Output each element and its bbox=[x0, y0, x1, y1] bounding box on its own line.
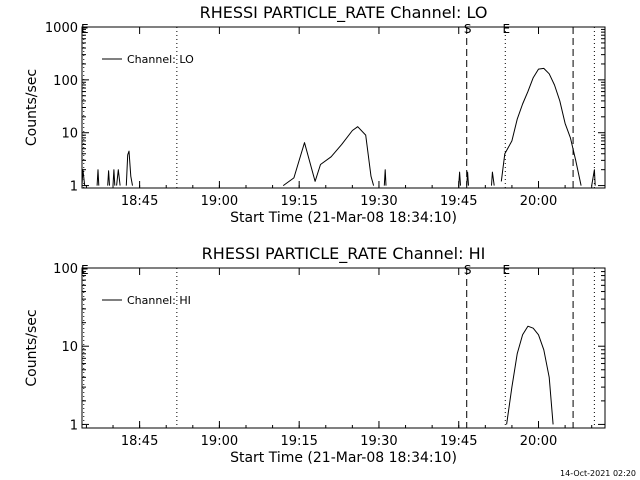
panel2-xtick-label: 19:15 bbox=[280, 434, 317, 449]
panel1-series-line bbox=[500, 67, 582, 186]
panel1-series-line bbox=[81, 169, 86, 186]
panel1-ytick-label: 1 bbox=[70, 180, 78, 195]
panel1-ytick-label: 100 bbox=[53, 74, 78, 89]
panel2-xtick-label: 19:45 bbox=[440, 434, 477, 449]
panel1-title: RHESSI PARTICLE_RATE Channel: LO bbox=[200, 3, 488, 23]
panel1-series-line bbox=[282, 126, 375, 187]
panel1-series-line bbox=[96, 169, 100, 186]
panel2-xtick-label: 18:45 bbox=[121, 434, 158, 449]
panel2-xtick-label: 20:00 bbox=[520, 434, 557, 449]
panel1-series-line bbox=[112, 169, 116, 186]
panel1-marker-label: S bbox=[464, 22, 472, 36]
panel2-title: RHESSI PARTICLE_RATE Channel: HI bbox=[202, 244, 486, 264]
panel2-legend-label: Channel: HI bbox=[127, 294, 191, 307]
panel1-xtick-label: 19:30 bbox=[360, 194, 397, 209]
panel1-series-line bbox=[591, 169, 596, 186]
panel1-series-line bbox=[125, 150, 133, 186]
panel1-xtick-label: 18:45 bbox=[121, 194, 158, 209]
panel2-marker-label: E bbox=[81, 263, 89, 277]
panel2-xtick-label: 19:00 bbox=[201, 434, 238, 449]
panel2-ytick-label: 1 bbox=[70, 418, 78, 433]
panel1-xtick-label: 19:15 bbox=[280, 194, 317, 209]
panel1-xtick-label: 19:00 bbox=[201, 194, 238, 209]
panel1-series-line bbox=[116, 169, 121, 186]
panel2-xtick-label: 19:30 bbox=[360, 434, 397, 449]
panel1-ylabel: Counts/sec bbox=[24, 69, 40, 146]
panel2-ytick-label: 100 bbox=[53, 262, 78, 277]
panel1-series-line bbox=[383, 169, 387, 186]
panel1-xtick-label: 20:00 bbox=[520, 194, 557, 209]
panel2-ytick-label: 10 bbox=[61, 340, 78, 355]
panel1-marker-label: E bbox=[81, 22, 89, 36]
timestamp-stamp: 14-Oct-2021 02:20 bbox=[560, 469, 636, 478]
panel2-marker-label: E bbox=[502, 263, 510, 277]
panel1-series-line bbox=[491, 171, 495, 186]
panel1-series-line bbox=[107, 170, 110, 186]
panel1-frame bbox=[81, 26, 606, 189]
panel1-xtick-label: 19:45 bbox=[440, 194, 477, 209]
panel2-xlabel: Start Time (21-Mar-08 18:34:10) bbox=[230, 450, 457, 466]
panel2-ylabel: Counts/sec bbox=[24, 309, 40, 386]
panel1-marker-label: E bbox=[502, 22, 510, 36]
panel2-series-line bbox=[506, 325, 554, 425]
panel1-xlabel: Start Time (21-Mar-08 18:34:10) bbox=[230, 210, 457, 226]
panel1-series-line bbox=[466, 171, 469, 186]
panel1-legend-label: Channel: LO bbox=[127, 53, 194, 66]
panel2-marker-label: S bbox=[464, 263, 472, 277]
panel1-series-line bbox=[458, 171, 461, 186]
panel2-frame bbox=[81, 267, 606, 429]
panel1-ytick-label: 10 bbox=[61, 127, 78, 142]
panel1-ytick-label: 1000 bbox=[45, 21, 78, 36]
